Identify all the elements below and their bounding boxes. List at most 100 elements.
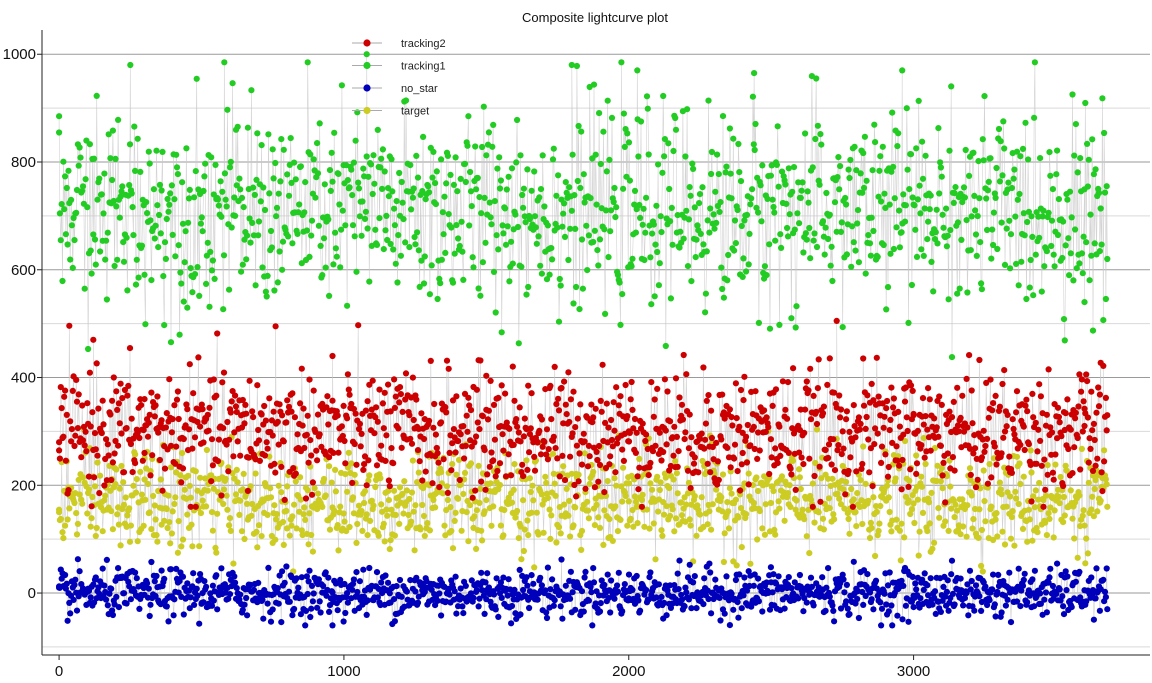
point-tracking2 xyxy=(633,429,640,436)
point-tracking1 xyxy=(1070,277,1077,284)
point-tracking2 xyxy=(851,423,858,430)
point-tracking1 xyxy=(1068,214,1075,221)
point-tracking1 xyxy=(743,268,750,275)
point-tracking1 xyxy=(377,164,384,171)
point-tracking2 xyxy=(1078,388,1085,395)
point-tracking1 xyxy=(568,61,575,69)
point-tracking2 xyxy=(713,439,720,446)
point-tracking1 xyxy=(302,179,309,186)
point-target xyxy=(400,510,407,517)
point-target xyxy=(743,510,750,518)
point-tracking2 xyxy=(495,394,502,401)
point-no_star xyxy=(132,569,139,576)
point-tracking1 xyxy=(146,160,153,167)
point-no_star xyxy=(775,573,782,580)
point-tracking1 xyxy=(608,207,615,214)
point-tracking1 xyxy=(952,184,959,191)
point-tracking2 xyxy=(510,441,517,448)
point-tracking2 xyxy=(1032,419,1039,426)
point-no_star xyxy=(843,581,851,589)
point-tracking1 xyxy=(793,303,800,310)
point-tracking1 xyxy=(410,185,417,192)
point-target xyxy=(179,536,187,543)
point-no_star xyxy=(800,608,807,615)
point-tracking1 xyxy=(255,218,263,225)
point-tracking2 xyxy=(239,396,246,404)
point-tracking2 xyxy=(83,448,90,455)
point-target xyxy=(913,452,920,459)
point-tracking1 xyxy=(392,260,399,267)
point-tracking2 xyxy=(566,418,573,426)
point-tracking2 xyxy=(846,428,853,435)
point-no_star xyxy=(391,618,398,625)
point-tracking2 xyxy=(738,461,745,468)
point-target xyxy=(990,536,997,544)
point-tracking2 xyxy=(429,480,436,487)
point-tracking1 xyxy=(157,230,164,237)
point-no_star xyxy=(734,599,741,606)
point-tracking1 xyxy=(248,87,255,94)
point-tracking1 xyxy=(1018,258,1025,265)
point-tracking1 xyxy=(907,151,915,158)
point-no_star xyxy=(655,581,663,588)
point-no_star xyxy=(989,586,996,593)
point-tracking2 xyxy=(232,403,240,410)
point-tracking1 xyxy=(126,141,134,148)
point-tracking2 xyxy=(402,370,410,377)
y-tick-label: 200 xyxy=(11,477,36,494)
point-tracking2 xyxy=(112,437,119,445)
point-no_star xyxy=(986,597,993,604)
point-tracking1 xyxy=(373,241,381,248)
point-tracking1 xyxy=(209,257,216,264)
point-no_star xyxy=(984,601,991,609)
point-tracking1 xyxy=(583,222,590,229)
point-tracking1 xyxy=(1019,145,1027,152)
point-no_star xyxy=(208,602,216,609)
point-tracking2 xyxy=(751,445,758,453)
point-tracking2 xyxy=(981,448,988,455)
point-target xyxy=(529,482,536,489)
point-target xyxy=(907,510,914,518)
point-tracking1 xyxy=(739,273,746,280)
point-tracking1 xyxy=(846,174,853,182)
point-tracking2 xyxy=(232,392,239,399)
point-tracking1 xyxy=(459,248,466,255)
point-tracking1 xyxy=(631,201,638,208)
point-tracking2 xyxy=(899,456,906,464)
point-no_star xyxy=(678,591,685,598)
point-no_star xyxy=(516,566,523,574)
point-no_star xyxy=(436,590,443,597)
point-tracking1 xyxy=(97,248,104,255)
point-tracking2 xyxy=(162,424,169,431)
point-tracking2 xyxy=(887,416,894,423)
point-tracking2 xyxy=(658,457,665,464)
point-tracking1 xyxy=(891,195,898,202)
point-no_star xyxy=(360,566,367,573)
point-tracking1 xyxy=(211,275,218,282)
point-tracking2 xyxy=(1038,462,1045,469)
point-no_star xyxy=(303,573,310,580)
point-target xyxy=(515,535,522,542)
point-no_star xyxy=(726,622,734,629)
point-tracking1 xyxy=(604,97,611,104)
point-tracking2 xyxy=(889,439,896,446)
point-tracking1 xyxy=(748,195,755,202)
point-tracking1 xyxy=(879,143,886,150)
point-tracking1 xyxy=(204,239,211,246)
point-tracking1 xyxy=(620,110,628,117)
point-no_star xyxy=(929,601,936,608)
point-tracking1 xyxy=(1027,256,1034,264)
point-target xyxy=(732,496,740,503)
point-target xyxy=(759,525,766,532)
point-tracking2 xyxy=(565,369,572,376)
point-tracking2 xyxy=(226,436,233,443)
point-tracking1 xyxy=(1101,129,1108,137)
point-tracking2 xyxy=(702,420,710,427)
point-tracking2 xyxy=(500,447,507,454)
point-tracking1 xyxy=(1084,140,1091,147)
point-tracking1 xyxy=(328,149,335,156)
point-target xyxy=(59,529,66,536)
point-target xyxy=(465,538,472,545)
